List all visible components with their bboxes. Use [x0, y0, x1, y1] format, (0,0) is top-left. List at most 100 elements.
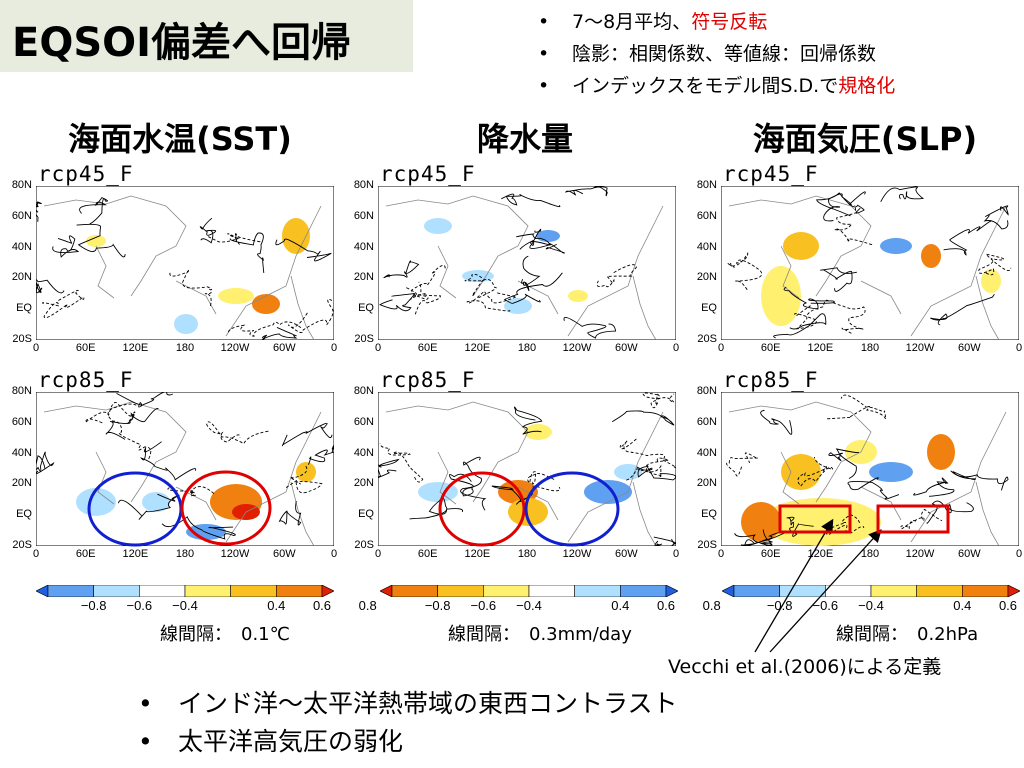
lon-tick-label: 120W	[220, 342, 250, 354]
lon-tick-label: 0	[32, 548, 40, 560]
interval-sst: 線間隔： 0.1℃	[160, 624, 290, 645]
map-plot	[36, 186, 334, 340]
lat-tick-label: 20N	[353, 271, 374, 284]
lat-tick-label: 20N	[11, 271, 32, 284]
lon-tick-label: 0	[672, 548, 680, 560]
lat-tick-label: 20N	[11, 477, 32, 490]
colorbar-tick-label: −0.8	[424, 598, 451, 613]
colorbar-tick-label: −0.6	[470, 598, 497, 613]
colorbar-tick-label: 0.8	[702, 598, 721, 613]
lon-tick-label: 60E	[760, 342, 781, 354]
lon-tick-label: 60E	[760, 548, 781, 560]
colorbar-tick-label: −0.8	[766, 598, 793, 613]
lon-tick-label: 0	[330, 548, 338, 560]
colorbar-tick-label: −0.4	[858, 598, 884, 613]
east-box-slp	[876, 504, 950, 534]
lat-tick-label: 80N	[353, 179, 374, 191]
lat-tick-label: EQ	[358, 508, 374, 521]
lat-tick-label: 40N	[11, 240, 32, 253]
lat-tick-label: 40N	[11, 446, 32, 459]
colorbar-labels: −0.8−0.6−0.40.40.60.8	[722, 598, 1020, 614]
colorbar-tick-label: 0.6	[312, 598, 332, 613]
colorbar-tick-label: 0.4	[611, 598, 630, 613]
lon-tick-label: 120W	[905, 548, 935, 560]
colorbar-tick-label: −0.4	[516, 598, 542, 613]
lat-tick-label: 80N	[696, 179, 717, 191]
lon-tick-label: 60E	[417, 548, 438, 560]
map-panel-slp-rcp45_F: rcp45_F	[721, 162, 1021, 357]
lon-tick-label: 180	[860, 548, 880, 560]
lon-tick-label: 60E	[75, 548, 96, 560]
top-bullet-list: • 7～8月平均、符号反転 • 陰影：相関係数、等値線：回帰係数 • インデックスをモ…	[538, 6, 895, 102]
lat-tick-label: 60N	[696, 209, 717, 222]
lat-tick-label: 20S	[354, 539, 374, 551]
colorbar-tick-label: 0.8	[358, 598, 377, 613]
lat-tick-label: 60N	[353, 209, 374, 222]
lat-tick-label: 20N	[696, 477, 717, 490]
colorbar-slp	[722, 585, 1020, 597]
pacific-ellipse-sst	[180, 470, 272, 546]
lat-tick-label: 20N	[696, 271, 717, 284]
lon-tick-label: 180	[860, 342, 880, 354]
lat-tick-label: 20S	[697, 539, 717, 551]
lon-tick-label: 120E	[122, 548, 149, 560]
map-plot	[721, 186, 1019, 340]
panel-run-label: rcp45_F	[38, 162, 134, 186]
bottom-bullet-1: • インド洋～太平洋熱帯域の東西コントラスト	[138, 689, 678, 718]
lon-tick-label: 120E	[464, 548, 491, 560]
lon-tick-label: 120W	[562, 548, 592, 560]
lat-tick-label: 40N	[353, 240, 374, 253]
colorbar-tick-label: −0.4	[172, 598, 198, 613]
top-bullet-1: • 7～8月平均、符号反転	[538, 11, 768, 33]
lon-tick-label: 60W	[958, 548, 981, 560]
top-bullet-3: • インデックスをモデル間S.D.で規格化	[538, 75, 896, 97]
lon-tick-label: 0	[717, 548, 725, 560]
map-panel-sst-rcp85_F: rcp85_F	[36, 368, 336, 563]
lat-tick-label: 80N	[696, 385, 717, 397]
top-bullet-2: • 陰影：相関係数、等値線：回帰係数	[538, 43, 877, 65]
colorbar-tick-label: 0.6	[656, 598, 676, 613]
lon-tick-label: 0	[717, 342, 725, 354]
map-panel-slp-rcp85_F: rcp85_F	[721, 368, 1021, 563]
lat-tick-label: 80N	[11, 385, 32, 397]
slide-title: EQSOI偏差へ回帰	[12, 20, 352, 66]
lon-tick-label: 0	[1015, 342, 1023, 354]
lon-tick-label: 120W	[220, 548, 250, 560]
lon-tick-label: 60W	[273, 342, 296, 354]
lon-tick-label: 0	[1015, 548, 1023, 560]
lon-tick-label: 0	[330, 342, 338, 354]
colorbar-tick-label: 0.6	[998, 598, 1018, 613]
indian-ocean-ellipse-sst	[87, 471, 183, 547]
reference-text: Vecchi et al.(2006)による定義	[668, 656, 942, 678]
lat-tick-label: 20S	[12, 539, 32, 551]
lon-tick-label: 0	[672, 342, 680, 354]
lon-tick-label: 60E	[75, 342, 96, 354]
lon-tick-label: 120E	[807, 342, 834, 354]
lon-tick-label: 60W	[615, 548, 638, 560]
map-panel-sst-rcp45_F: rcp45_F	[36, 162, 336, 357]
colorbar-sst	[36, 585, 334, 597]
lat-tick-label: 40N	[696, 240, 717, 253]
lon-tick-label: 120W	[905, 342, 935, 354]
lat-tick-label: 60N	[696, 415, 717, 428]
lon-tick-label: 0	[374, 548, 382, 560]
map-plot	[36, 392, 334, 546]
interval-precip: 線間隔： 0.3mm/day	[448, 624, 632, 645]
lat-tick-label: 20S	[697, 333, 717, 345]
column-header-precip: 降水量	[476, 120, 573, 158]
lat-tick-label: 80N	[11, 179, 32, 191]
colorbar-labels: −0.8 −0.6 −0.4 0.4 0.6 0.8	[380, 598, 721, 614]
lat-tick-label: 40N	[353, 446, 374, 459]
column-header-slp: 海面気圧(SLP)	[752, 120, 978, 158]
lat-tick-label: EQ	[701, 302, 717, 315]
lon-tick-label: 60W	[615, 342, 638, 354]
lat-tick-label: 20S	[12, 333, 32, 345]
lon-tick-label: 60W	[958, 342, 981, 354]
lon-tick-label: 120E	[122, 342, 149, 354]
lat-tick-label: 40N	[696, 446, 717, 459]
map-plot	[721, 392, 1019, 546]
colorbar-tick-label: 0.4	[953, 598, 972, 613]
panel-run-label: rcp85_F	[380, 368, 476, 392]
arrow-to-west-box	[754, 518, 834, 653]
